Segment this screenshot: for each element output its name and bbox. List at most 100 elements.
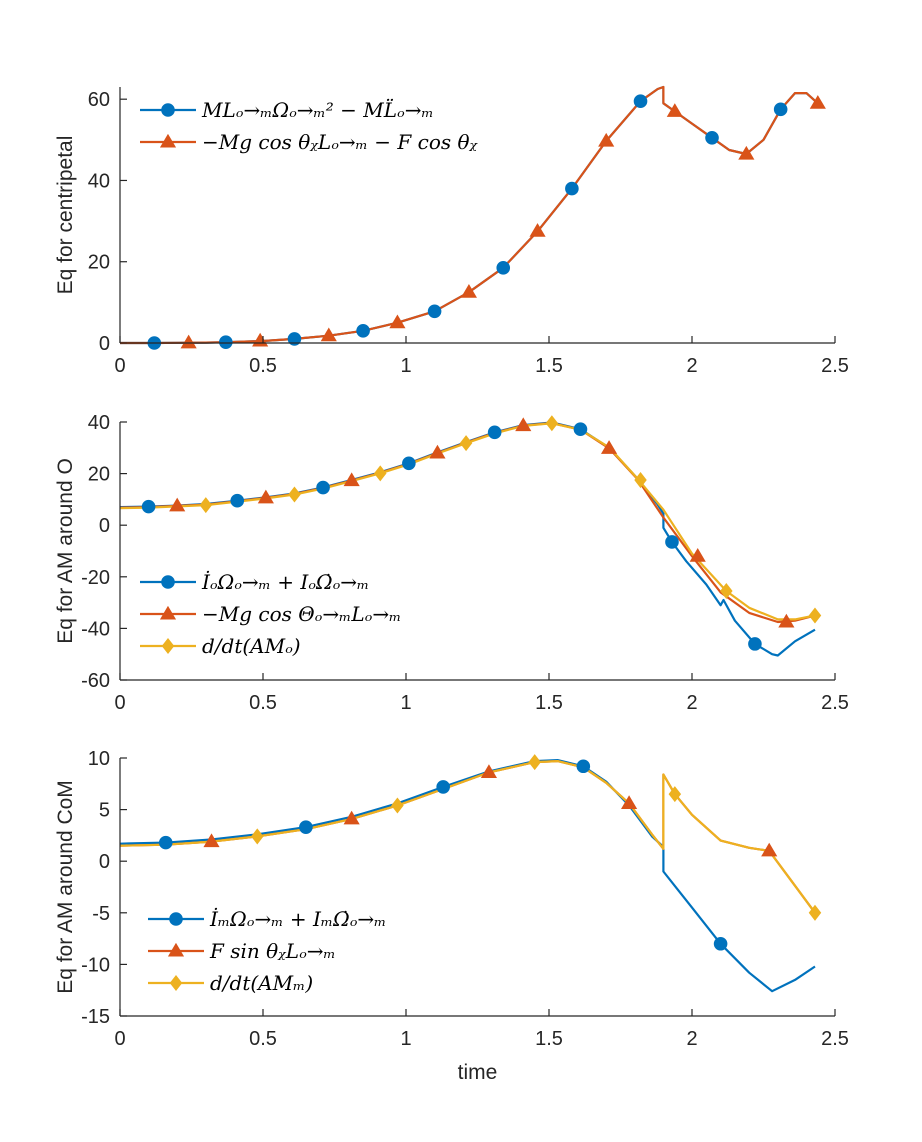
data-point-blue — [356, 324, 370, 338]
data-point-orange — [257, 489, 274, 504]
data-point-blue — [230, 493, 245, 508]
y-tick-label: 0 — [99, 851, 110, 873]
legend: MLₒ→ₘΩₒ→ₘ² − ML̈ₒ→ₘ −Mg cos θᵪLₒ→ₘ − F co… — [140, 98, 479, 154]
data-point-yellow — [374, 465, 387, 482]
series-line-orange — [119, 760, 816, 914]
y-tick-label: -15 — [81, 1006, 110, 1028]
data-point-yellow — [459, 435, 473, 452]
data-point-blue — [713, 936, 728, 951]
legend-marker-blue — [161, 103, 175, 117]
data-point-yellow — [545, 415, 559, 432]
data-point-blue — [565, 181, 579, 196]
data-point-blue — [748, 637, 762, 651]
data-point-blue — [299, 820, 313, 834]
data-point-orange — [480, 764, 498, 778]
data-point-blue — [576, 759, 591, 774]
data-point-yellow — [808, 607, 822, 624]
data-point-orange — [460, 284, 477, 298]
data-point-orange — [429, 444, 446, 459]
legend-marker-yellow — [169, 974, 183, 992]
y-tick-label: 20 — [88, 252, 110, 274]
x-tick-label: 2 — [686, 355, 697, 377]
y-tick-label: -40 — [81, 618, 110, 640]
x-tick-label: 1 — [400, 355, 411, 377]
y-axis-label: Eq for centripetal — [54, 136, 77, 295]
x-tick-label: 0 — [114, 355, 125, 377]
legend-entry-label: d/dt(AMₘ) — [210, 971, 313, 995]
x-tick-label: 1.5 — [535, 692, 563, 714]
data-point-orange — [343, 472, 360, 487]
data-point-blue — [705, 130, 719, 145]
y-tick-label: -10 — [81, 954, 110, 976]
data-point-orange — [600, 440, 618, 454]
chart-panel-centripetal: 0 0.5 1 1.5 2 2.5 0 20 40 60 Eq for centripetal MLₒ… — [54, 85, 849, 377]
data-point-yellow — [199, 497, 213, 514]
data-point-orange — [689, 547, 706, 562]
x-tick-label: 1.5 — [535, 355, 563, 377]
legend-marker-yellow — [161, 637, 175, 655]
data-point-orange — [180, 334, 197, 349]
data-point-blue — [436, 780, 450, 794]
data-point-blue — [219, 335, 233, 349]
x-tick-label: 0.5 — [249, 355, 277, 377]
data-point-yellow — [528, 754, 541, 771]
series-line-yellow — [119, 760, 816, 914]
data-point-orange — [343, 810, 360, 825]
legend-entry-label: d/dt(AMₒ) — [202, 634, 301, 658]
x-tick-label: 2.5 — [821, 355, 849, 377]
data-point-orange — [169, 497, 186, 512]
series-line-orange — [120, 85, 819, 345]
data-point-orange — [621, 795, 638, 809]
y-tick-label: -20 — [81, 567, 110, 589]
data-point-orange — [320, 327, 337, 342]
data-point-orange — [529, 223, 546, 237]
data-point-blue — [158, 835, 173, 850]
data-point-orange — [203, 833, 220, 848]
y-tick-label: 5 — [99, 800, 110, 822]
y-axis-label: Eq for AM around O — [54, 458, 77, 644]
y-tick-label: 40 — [88, 412, 110, 434]
y-tick-label: -5 — [92, 903, 110, 925]
legend-marker-blue — [161, 575, 175, 589]
x-tick-label: 0.5 — [249, 1028, 277, 1050]
x-tick-label: 2 — [686, 692, 697, 714]
series-line-blue — [120, 85, 819, 345]
data-point-yellow — [251, 828, 264, 845]
y-tick-label: 20 — [88, 464, 110, 486]
data-point-yellow — [720, 582, 733, 600]
data-point-orange — [778, 613, 795, 628]
data-point-orange — [666, 103, 683, 117]
legend: İₒΩₒ→ₘ + IₒΩ̇ₒ→ₘ −Mg cos Θₒ→ₘLₒ→ₘ d/dt(AM… — [140, 570, 401, 658]
x-tick-label: 2.5 — [821, 692, 849, 714]
legend-entry-label: −Mg cos Θₒ→ₘLₒ→ₘ — [202, 602, 401, 626]
data-point-yellow — [668, 786, 682, 803]
data-point-orange — [598, 132, 615, 147]
x-tick-label: 0 — [114, 692, 125, 714]
data-point-yellow — [288, 486, 301, 503]
data-point-orange — [515, 417, 532, 432]
x-tick-label: 0 — [114, 1028, 125, 1050]
x-tick-label: 1 — [400, 692, 411, 714]
legend-marker-orange — [159, 605, 177, 620]
data-point-blue — [573, 422, 588, 437]
data-point-yellow — [808, 904, 822, 921]
data-point-blue — [402, 456, 416, 471]
chart-panel-am-o: 0 0.5 1 1.5 2 2.5 -60 -40 -20 0 20 40 Eq for AM arou… — [54, 412, 849, 714]
legend-entry-label: İₘΩₒ→ₘ + IₘΩ̇ₒ→ₘ — [209, 907, 386, 931]
y-tick-label: 60 — [88, 89, 110, 111]
legend-entry-label: −Mg cos θᵪLₒ→ₘ − F cos θᵪ — [202, 130, 479, 154]
data-point-blue — [487, 425, 502, 440]
x-tick-label: 2.5 — [821, 1028, 849, 1050]
y-tick-label: 0 — [99, 515, 110, 537]
y-tick-label: 0 — [99, 333, 110, 355]
x-tick-label: 1 — [400, 1028, 411, 1050]
legend-entry-label: F sin θᵪLₒ→ₘ — [209, 939, 336, 963]
y-tick-label: 10 — [88, 748, 110, 770]
legend-marker-blue — [169, 912, 183, 926]
data-point-blue — [665, 535, 679, 549]
data-point-orange — [738, 145, 755, 160]
data-point-blue — [773, 102, 788, 117]
x-axis-label: time — [458, 1061, 498, 1084]
data-point-orange — [809, 95, 826, 109]
